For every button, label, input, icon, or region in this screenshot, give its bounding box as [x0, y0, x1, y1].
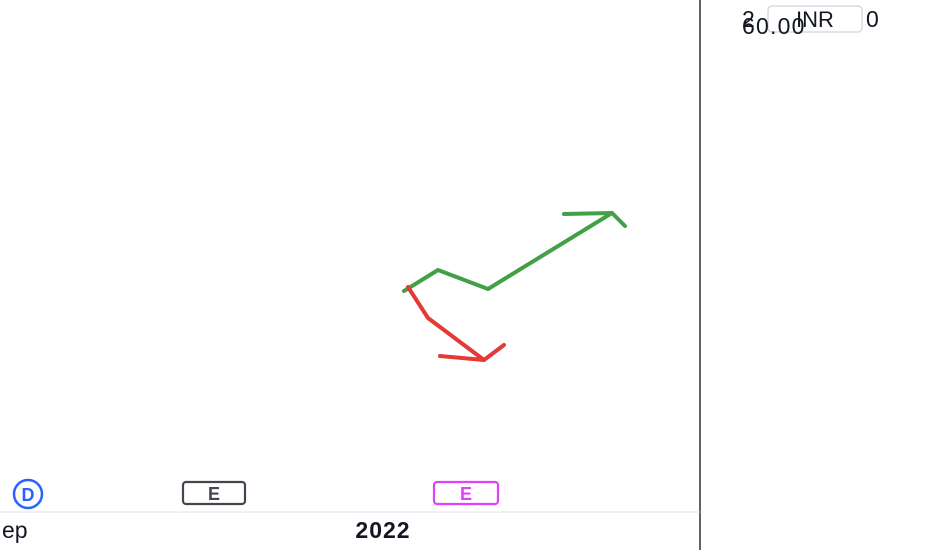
dividend-marker — [12, 478, 44, 510]
dividend-marker-letter: D — [22, 485, 35, 505]
bullish-scenario-arrow — [402, 211, 614, 293]
earnings-marker-upcoming-letter: E — [460, 484, 472, 504]
earnings-marker — [181, 480, 247, 506]
earnings-marker-upcoming — [432, 480, 500, 506]
time-axis-label: ep — [2, 517, 28, 543]
price-tick-label: 60.00 — [742, 13, 806, 39]
time-axis-label: 2022 — [355, 517, 410, 543]
bearish-scenario-arrow — [406, 285, 486, 362]
price-axis[interactable]: 2INR0180.00120.0080.0060.00 — [742, 0, 879, 39]
currency-button — [767, 5, 863, 33]
bullish-arrow-head — [562, 211, 627, 228]
time-axis[interactable]: ep 2022 — [0, 511, 700, 543]
bearish-arrow-head — [438, 343, 506, 362]
price-tick-label: 0 — [866, 6, 879, 32]
scenario-arrows — [402, 211, 627, 362]
currency-label: INR — [796, 7, 834, 32]
earnings-marker-letter: E — [208, 484, 220, 504]
price-tick-label: 2 — [742, 6, 755, 32]
